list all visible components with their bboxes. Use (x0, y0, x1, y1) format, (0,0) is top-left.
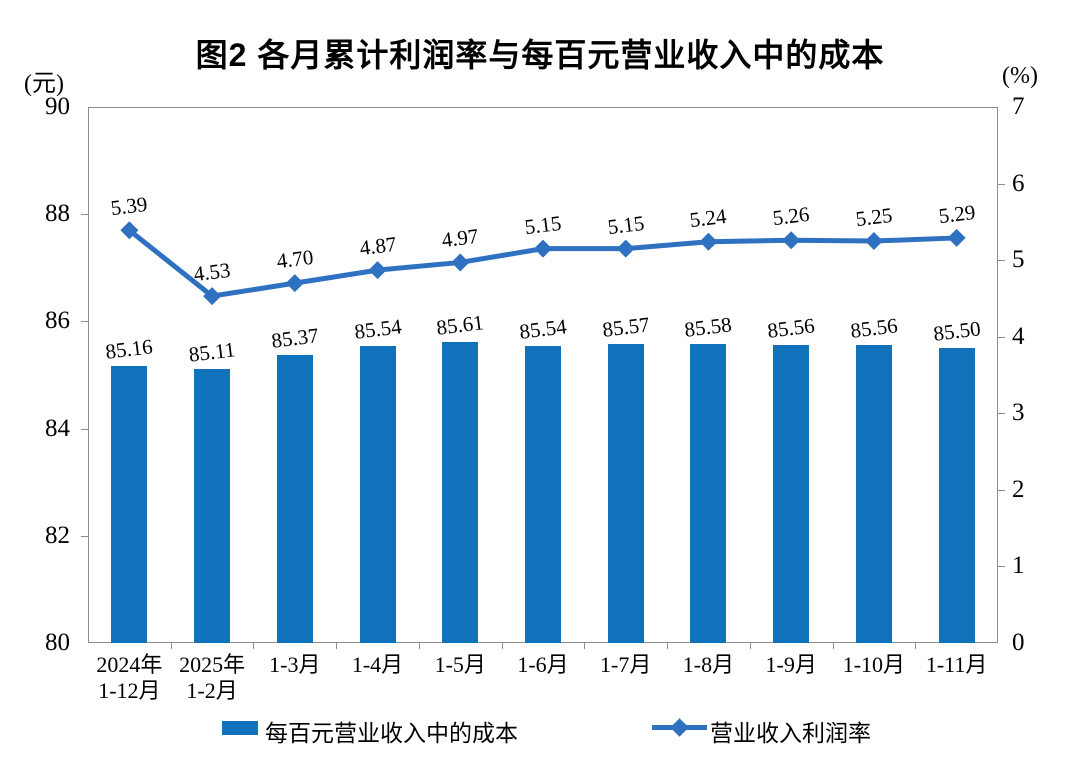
x-axis-tick-mark (584, 643, 586, 649)
x-axis-tick-mark (667, 643, 669, 649)
right-axis-tick-mark (998, 336, 1005, 338)
right-axis-tick-label: 7 (1012, 93, 1025, 120)
legend-profit-label: 营业收入利润率 (710, 721, 871, 746)
x-axis-tick-mark (832, 643, 834, 649)
right-axis-tick-label: 4 (1012, 322, 1025, 350)
left-axis-tick-label: 82 (45, 521, 70, 549)
x-axis-category-label: 1-6月 (517, 652, 569, 677)
left-axis-unit-label: (元) (24, 71, 64, 97)
legend-profit-diamond-icon (670, 718, 689, 737)
x-axis-tick-mark (253, 643, 255, 649)
cost-bar (855, 344, 892, 643)
x-axis-tick-mark (336, 643, 338, 649)
right-axis-tick-label: 0 (1012, 629, 1025, 656)
left-axis-tick-mark (81, 214, 88, 216)
cost-bar (194, 369, 231, 643)
left-axis-tick-label: 88 (45, 200, 70, 228)
x-axis-tick-mark (170, 643, 172, 649)
x-axis-category-label: 1-11月 (925, 652, 988, 677)
left-axis-tick-mark (81, 535, 88, 537)
cost-bar (773, 344, 810, 643)
left-axis-tick-label: 86 (45, 307, 70, 335)
cost-bar (690, 343, 727, 643)
x-axis-tick-mark (749, 643, 751, 649)
x-axis-category-label: 2024年 1-12月 (96, 652, 163, 703)
right-axis-tick-mark (998, 183, 1005, 185)
right-axis-tick-label: 6 (1012, 169, 1025, 197)
legend-cost-label: 每百元营业收入中的成本 (265, 721, 518, 746)
cost-bar (359, 346, 396, 643)
cost-bar (276, 355, 313, 643)
left-axis-tick-mark (81, 321, 88, 323)
x-axis-category-label: 1-10月 (842, 652, 906, 677)
right-axis-tick-label: 5 (1012, 246, 1025, 274)
right-axis-tick-mark (998, 260, 1005, 262)
right-axis-tick-mark (998, 413, 1005, 415)
x-axis-category-label: 1-8月 (682, 652, 735, 677)
x-axis-tick-mark (915, 643, 917, 649)
x-axis-category-label: 1-7月 (600, 652, 652, 677)
x-axis-tick-mark (418, 643, 420, 649)
right-axis-tick-label: 1 (1012, 552, 1025, 580)
x-axis-category-label: 2025年 1-2月 (179, 652, 246, 703)
cost-bar (111, 366, 148, 643)
left-axis-tick-mark (81, 428, 88, 430)
x-axis-tick-mark (501, 643, 503, 649)
right-axis-tick-mark (998, 489, 1005, 491)
x-axis-category-label: 1-3月 (269, 652, 321, 677)
left-axis-tick-label: 90 (45, 93, 70, 120)
cost-bar (525, 346, 561, 643)
chart-title: 图2 各月累计利润率与每百元营业收入中的成本 (195, 37, 885, 73)
right-axis-unit-label: (%) (1002, 63, 1038, 89)
x-axis-category-label: 1-5月 (434, 652, 486, 677)
cost-bar (938, 348, 975, 643)
right-axis-tick-label: 2 (1012, 475, 1025, 503)
legend-cost-bar-swatch (222, 721, 258, 735)
left-axis-tick-label: 80 (45, 629, 70, 656)
right-axis-tick-label: 3 (1012, 399, 1025, 427)
right-axis-tick-mark (998, 566, 1005, 568)
cost-bar (442, 342, 479, 643)
left-axis-tick-label: 84 (45, 414, 70, 442)
cost-bar (607, 344, 644, 643)
x-axis-category-label: 1-4月 (351, 652, 404, 677)
x-axis-category-label: 1-9月 (765, 652, 817, 677)
